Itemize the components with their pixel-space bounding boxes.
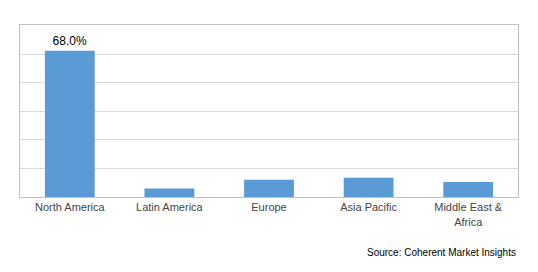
svg-text:North America: North America — [35, 201, 106, 213]
svg-text:Asia Pacific: Asia Pacific — [340, 201, 397, 213]
svg-text:Europe: Europe — [251, 201, 286, 213]
svg-text:Latin America: Latin America — [136, 201, 204, 213]
svg-text:Middle East &Africa: Middle East &Africa — [434, 201, 503, 227]
svg-text:Source: Coherent Market Insigh: Source: Coherent Market Insights — [367, 247, 516, 258]
svg-text:68.0%: 68.0% — [53, 34, 87, 48]
